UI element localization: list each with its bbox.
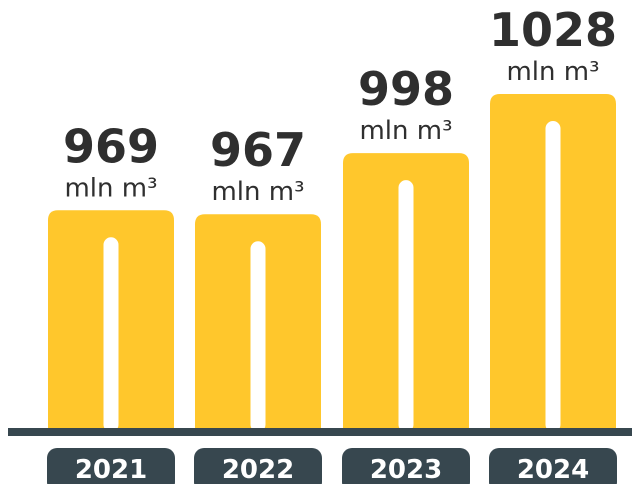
bars-layer	[48, 94, 616, 432]
value-label: 998	[358, 62, 454, 116]
x-axis-baseline	[8, 428, 632, 436]
category-label: 2024	[517, 455, 589, 484]
value-label: 1028	[489, 3, 617, 57]
category-labels-layer: 2021 2022 2023 2024	[47, 448, 617, 484]
unit-label: mln m³	[211, 177, 304, 207]
bar-slot	[545, 121, 561, 432]
bar-slot	[398, 180, 414, 432]
bar-slot	[103, 237, 119, 432]
value-label: 967	[210, 123, 306, 177]
unit-label: mln m³	[506, 57, 599, 87]
category-pill	[489, 448, 617, 484]
bar-slot	[250, 241, 266, 432]
value-label: 969	[63, 119, 159, 173]
unit-label: mln m³	[64, 173, 157, 203]
category-pill	[47, 448, 175, 484]
category-label: 2021	[75, 455, 147, 484]
category-label: 2022	[222, 455, 294, 484]
category-pill	[194, 448, 322, 484]
category-label: 2023	[370, 455, 442, 484]
unit-label: mln m³	[359, 116, 452, 146]
category-pill	[342, 448, 470, 484]
